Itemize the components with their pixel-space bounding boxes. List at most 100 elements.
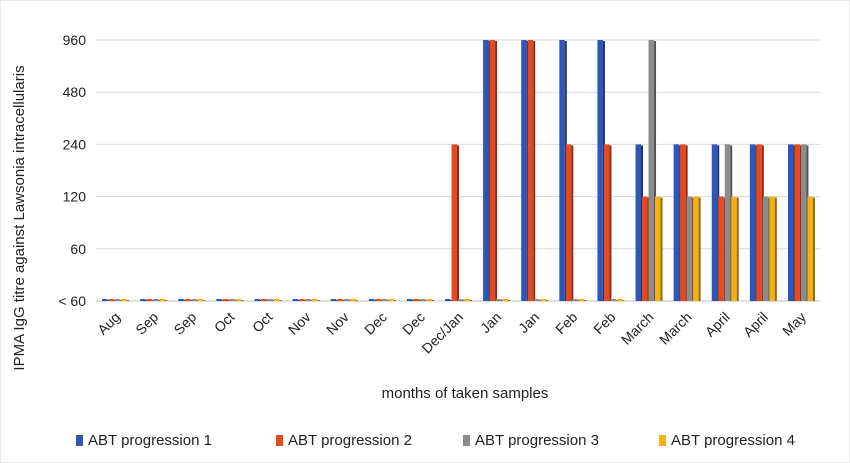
bar	[102, 299, 108, 301]
bar	[655, 196, 661, 301]
bar	[496, 299, 502, 301]
bar	[343, 299, 350, 301]
bar-side	[165, 300, 168, 301]
bar	[413, 299, 419, 301]
bar-side	[698, 197, 701, 301]
y-axis-title: IPMA IgG titre against Lawsonia intracel…	[11, 65, 28, 370]
bar	[616, 299, 623, 301]
bar	[724, 144, 731, 301]
bar	[267, 299, 273, 301]
bar	[680, 144, 686, 301]
bar	[483, 40, 489, 301]
bar	[108, 299, 115, 301]
legend-label: ABT progression 4	[671, 432, 795, 449]
y-tick-label: 960	[63, 32, 87, 48]
bar-side	[203, 300, 206, 301]
bar	[451, 144, 457, 301]
bar-side	[812, 197, 815, 301]
bar	[458, 299, 464, 301]
bar	[769, 196, 775, 301]
bar	[312, 299, 318, 301]
bar-side	[508, 300, 511, 301]
bar	[559, 40, 565, 301]
bar	[807, 196, 813, 301]
bar	[800, 144, 807, 301]
bar	[350, 299, 356, 301]
bar	[197, 299, 204, 301]
bar-side	[571, 145, 574, 301]
x-axis-title: months of taken samples	[382, 385, 549, 402]
y-tick-label: 120	[63, 189, 87, 205]
bar-side	[355, 300, 358, 301]
bar	[216, 299, 222, 301]
bar	[146, 299, 153, 301]
bar-side	[622, 300, 625, 301]
bar	[527, 40, 534, 301]
bar-side	[470, 300, 472, 301]
bar-side	[393, 300, 396, 301]
bar	[337, 299, 343, 301]
bar-side	[317, 300, 320, 301]
bar	[254, 299, 260, 301]
bar	[464, 299, 470, 301]
bar	[178, 299, 184, 301]
bar	[572, 299, 578, 301]
bar-side	[457, 145, 459, 301]
bar-side	[609, 145, 612, 301]
bar	[749, 144, 756, 301]
bar	[445, 299, 451, 301]
bar	[235, 299, 242, 301]
bar	[159, 299, 166, 301]
bar	[756, 144, 762, 301]
bar	[578, 299, 585, 301]
bar-side	[533, 41, 536, 301]
bar	[191, 299, 197, 301]
bar	[140, 299, 146, 301]
y-tick-label: < 60	[58, 293, 86, 309]
legend-swatch	[463, 435, 470, 446]
y-tick-label: 240	[63, 136, 87, 152]
bar	[642, 196, 648, 301]
bar-side	[654, 41, 657, 301]
bar	[711, 144, 718, 301]
bar	[534, 299, 540, 301]
bar-side	[495, 41, 498, 301]
bar	[115, 299, 121, 301]
bar-side	[774, 197, 777, 301]
bar	[610, 299, 616, 301]
bar-side	[127, 300, 130, 301]
legend-label: ABT progression 3	[475, 432, 599, 449]
bar	[731, 196, 737, 301]
bar	[693, 196, 699, 301]
bar	[787, 144, 794, 301]
bar-side	[279, 300, 282, 301]
bar	[229, 299, 235, 301]
legend-label: ABT progression 1	[88, 432, 212, 449]
bar	[222, 299, 229, 301]
bar	[273, 299, 280, 301]
bar	[260, 299, 267, 301]
bar	[648, 40, 655, 301]
bar	[406, 299, 413, 301]
bar	[540, 299, 547, 301]
bar	[368, 299, 375, 301]
bar-side	[736, 197, 739, 301]
bar	[521, 40, 527, 301]
bar	[121, 299, 128, 301]
bar	[426, 299, 432, 301]
bar-side	[546, 300, 549, 301]
bar	[375, 299, 381, 301]
bar	[153, 299, 159, 301]
bar	[565, 144, 572, 301]
bar	[718, 196, 724, 301]
y-tick-label: 480	[63, 84, 87, 100]
legend-swatch	[659, 435, 666, 446]
bars	[102, 40, 815, 301]
legend-swatch	[76, 435, 83, 446]
bar	[762, 196, 769, 301]
bar	[381, 299, 388, 301]
bar	[673, 144, 680, 301]
bar-side	[241, 300, 244, 301]
